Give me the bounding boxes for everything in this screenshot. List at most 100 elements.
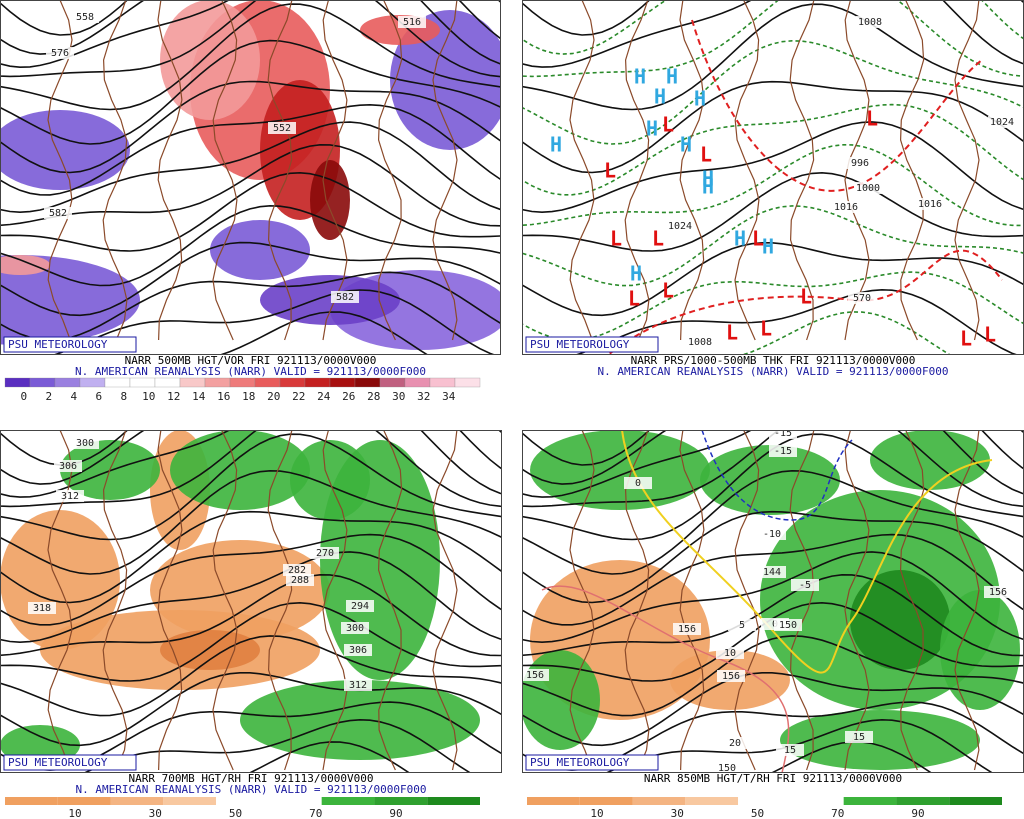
high-center: H [646,117,658,141]
contour-label-bg [776,744,804,756]
contour [0,573,502,657]
high-center: H [654,85,666,109]
colorbar-tick: 30 [149,807,162,819]
colorbar-swatch [374,797,428,805]
contour-label: 20 [729,738,741,749]
contour-label-bg [848,292,876,304]
contour [522,551,1024,644]
contour-label: 144 [763,567,781,578]
shading [700,445,840,515]
contour [82,718,472,773]
contour [0,433,502,541]
contour [0,80,501,174]
shading [0,110,130,190]
contour-label: 270 [316,548,334,559]
contour-label-bg [311,547,339,559]
colorbar-swatch [79,377,106,388]
contour-label-bg [916,198,944,210]
contour-label: 576 [51,48,69,59]
low-center: L [604,159,616,183]
high-center: H [630,262,642,286]
contour [522,573,1024,657]
border-line [734,430,760,771]
colorbar-swatch [279,377,306,388]
high-center: H [550,133,562,157]
contour [0,551,502,644]
low-center: L [984,323,996,347]
colorbar-tick: 10 [590,807,603,819]
colorbar-tick: 32 [417,390,430,403]
contour [0,241,501,317]
contour-label: -10 [763,529,781,540]
colorbar-swatch [229,377,256,388]
contour-label-bg [268,122,296,134]
contour-label-bg [286,574,314,586]
contour-label: 570 [853,293,871,304]
colorbar-swatch [404,377,431,388]
low-center: L [652,227,664,251]
isotherm [621,430,993,674]
shading [260,275,400,325]
border-line [954,430,980,771]
contour [0,430,502,508]
contour-label-bg [728,619,756,631]
colorbar-tick: 14 [192,390,206,403]
contour-label-bg [845,731,873,743]
badge-box [3,336,137,353]
contour-label-bg [832,201,860,213]
subcaption: N. AMERICAN REANALYSIS (NARR) VALID = 92… [75,365,426,378]
isotherm [701,430,853,521]
shading [850,570,950,670]
contour [0,672,502,747]
colorbar-swatch [429,377,456,388]
colorbar-tick: 30 [671,807,684,819]
contour-label: 300 [346,623,364,634]
colorbar-swatch [738,797,791,805]
caption: NARR 700MB HGT/RH FRI 921113/0000V000 [128,772,373,785]
contour [522,533,1024,626]
border-line [47,430,73,771]
shading [780,710,980,770]
colorbar-swatch [54,377,81,388]
low-center: L [960,327,972,351]
contour-label: 1008 [858,17,882,28]
border-line [212,0,238,341]
contour [522,430,1024,498]
contour-label: 10 [724,648,736,659]
colorbar-tick: 34 [442,390,456,403]
caption: NARR PRS/1000-500MB THK FRI 921113/0000V… [631,354,916,367]
border-line [844,430,870,771]
contour [522,510,1024,604]
border-line [377,0,403,341]
low-center: L [610,227,622,251]
contour-label: -15 [774,428,792,439]
map-panel: 558 576 582 582 516 552 PSU METEOROLOGY NARR 50… [0,0,501,403]
contour-label-bg [758,566,786,578]
colorbar-swatch [527,797,580,805]
contour [522,103,1024,196]
contour [0,103,501,196]
contour-label: 288 [291,575,309,586]
contour-label: 312 [61,491,79,502]
colorbar-swatch [129,377,156,388]
border-line [844,0,870,341]
shading [390,10,501,150]
contour-label: 0 [635,478,641,489]
contour-label: 150 [779,620,797,631]
colorbar-swatch [949,797,1002,805]
colorbar-swatch [216,797,269,805]
contour-label-bg [341,622,369,634]
border-line [157,430,183,771]
border-line [102,430,128,771]
colorbar-swatch [329,377,356,388]
contour-label: 306 [59,461,77,472]
subcaption: N. AMERICAN REANALYSIS (NARR) VALID = 92… [598,365,949,378]
shading [290,440,370,520]
colorbar-swatch [379,377,406,388]
low-center: L [760,317,772,341]
shading [870,430,990,490]
contour [522,39,1024,145]
contour-label-bg [988,116,1016,128]
contour [0,635,502,717]
contour-label: 1024 [668,221,692,232]
